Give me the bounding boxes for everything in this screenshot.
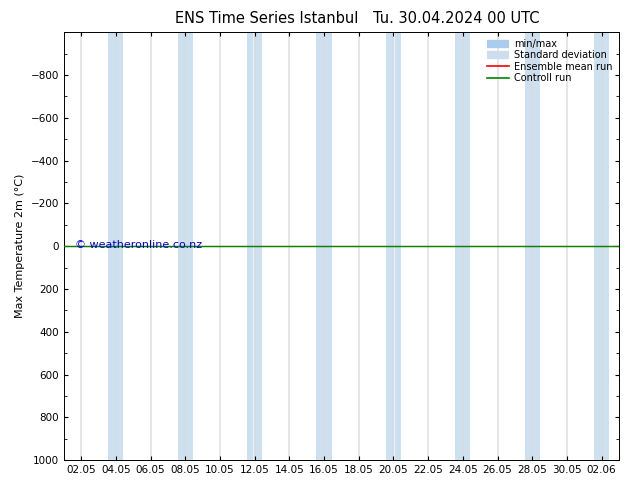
Bar bbox=[178, 32, 193, 460]
Y-axis label: Max Temperature 2m (°C): Max Temperature 2m (°C) bbox=[15, 174, 25, 318]
Bar bbox=[455, 32, 470, 460]
Text: ENS Time Series Istanbul: ENS Time Series Istanbul bbox=[174, 11, 358, 26]
Bar bbox=[600, 32, 603, 460]
Bar bbox=[386, 32, 401, 460]
Bar bbox=[108, 32, 124, 460]
Bar bbox=[254, 32, 256, 460]
Bar bbox=[316, 32, 332, 460]
Bar bbox=[392, 32, 394, 460]
Bar bbox=[247, 32, 262, 460]
Text: Tu. 30.04.2024 00 UTC: Tu. 30.04.2024 00 UTC bbox=[373, 11, 540, 26]
Bar bbox=[184, 32, 186, 460]
Bar bbox=[462, 32, 464, 460]
Bar bbox=[594, 32, 609, 460]
Bar bbox=[531, 32, 533, 460]
Bar bbox=[115, 32, 117, 460]
Bar bbox=[524, 32, 540, 460]
Text: © weatheronline.co.nz: © weatheronline.co.nz bbox=[75, 240, 202, 250]
Legend: min/max, Standard deviation, Ensemble mean run, Controll run: min/max, Standard deviation, Ensemble me… bbox=[486, 37, 614, 85]
Bar bbox=[323, 32, 325, 460]
